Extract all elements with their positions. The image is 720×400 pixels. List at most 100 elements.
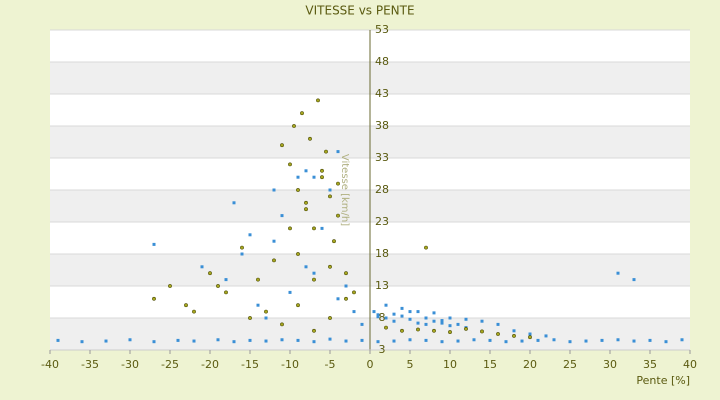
x-tick-label: 15	[483, 358, 497, 371]
point	[312, 271, 316, 275]
point	[384, 303, 388, 307]
point	[288, 290, 292, 294]
point	[432, 311, 436, 315]
point	[440, 321, 444, 325]
point	[520, 339, 524, 343]
point	[296, 338, 300, 342]
point	[552, 338, 556, 342]
point	[216, 338, 220, 342]
point	[616, 338, 620, 342]
point	[336, 150, 340, 154]
y-tick-label: 18	[375, 247, 389, 260]
point	[664, 340, 668, 344]
point	[360, 322, 364, 326]
point	[408, 338, 412, 342]
point	[384, 316, 388, 320]
point	[336, 181, 340, 186]
point	[256, 303, 260, 307]
point	[512, 334, 516, 338]
x-tick-label: -35	[81, 358, 99, 371]
point	[248, 316, 252, 320]
point	[288, 162, 292, 167]
point	[216, 284, 220, 288]
point	[392, 319, 396, 323]
point	[488, 338, 492, 342]
point	[296, 303, 300, 308]
point	[312, 340, 316, 344]
point	[304, 265, 308, 269]
point	[424, 322, 428, 326]
point	[616, 271, 620, 275]
point	[424, 338, 428, 342]
x-tick-label: 0	[367, 358, 374, 371]
point	[200, 265, 204, 269]
point	[680, 338, 684, 342]
point	[376, 315, 380, 319]
point	[392, 339, 396, 343]
y-tick-label: 53	[375, 23, 389, 36]
x-tick-label: -40	[41, 358, 59, 371]
point	[408, 310, 412, 314]
y-tick-label: 23	[375, 215, 389, 228]
point	[496, 322, 500, 326]
point	[320, 226, 324, 230]
point	[308, 136, 312, 141]
point	[496, 332, 500, 336]
point	[280, 338, 284, 342]
x-tick-label: -20	[201, 358, 219, 371]
point	[208, 271, 212, 276]
point	[352, 290, 356, 295]
point	[528, 332, 532, 336]
point	[272, 188, 276, 192]
point	[400, 328, 404, 333]
point	[192, 339, 196, 343]
point	[256, 277, 260, 282]
point	[312, 277, 316, 282]
point	[272, 258, 276, 263]
x-tick-label: 10	[443, 358, 457, 371]
point	[528, 335, 532, 340]
y-tick-label: 28	[375, 183, 389, 196]
point	[176, 338, 180, 342]
point	[536, 338, 540, 342]
point	[152, 242, 156, 246]
point	[152, 296, 156, 301]
point	[504, 340, 508, 344]
y-tick-label: 8	[379, 311, 386, 324]
point	[232, 201, 236, 205]
x-tick-label: -15	[241, 358, 259, 371]
point	[304, 200, 308, 205]
x-tick-label: 5	[407, 358, 414, 371]
point	[192, 309, 196, 314]
point	[376, 340, 380, 344]
point	[292, 124, 296, 128]
y-axis-label: Vitesse [km/h]	[339, 154, 350, 226]
point	[376, 313, 380, 317]
point	[264, 316, 268, 320]
point	[464, 326, 468, 331]
point	[416, 321, 420, 325]
point	[304, 207, 308, 212]
x-tick-label: 40	[683, 358, 697, 371]
point	[328, 188, 332, 192]
point	[328, 316, 332, 320]
y-tick-label: 43	[375, 87, 389, 100]
x-tick-label: -30	[121, 358, 139, 371]
point	[248, 233, 252, 237]
point	[360, 338, 364, 342]
point	[512, 329, 516, 333]
point	[440, 340, 444, 344]
point	[328, 194, 332, 199]
point	[152, 340, 156, 344]
point	[448, 324, 452, 328]
point	[296, 252, 300, 256]
point	[632, 278, 636, 282]
point	[632, 339, 636, 343]
point	[416, 310, 420, 314]
point	[544, 334, 548, 338]
point	[288, 226, 292, 231]
y-tick-label: 3	[379, 343, 386, 356]
point	[472, 338, 476, 342]
x-tick-label: 25	[563, 358, 577, 371]
